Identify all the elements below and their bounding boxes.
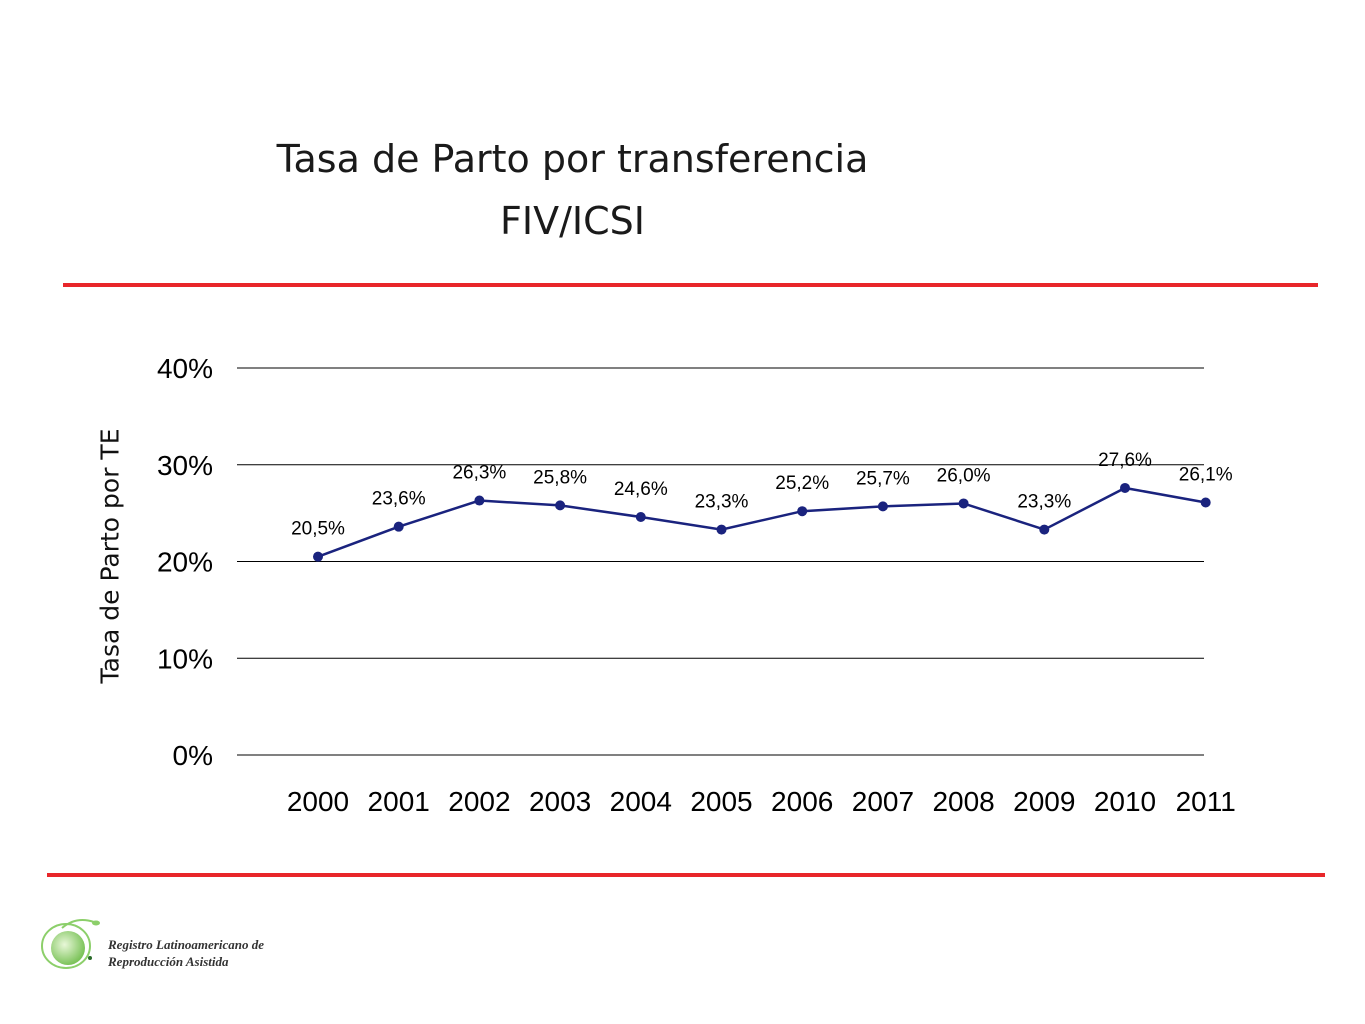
x-tick-label: 2010: [1094, 786, 1156, 817]
registry-logo: Registro Latinoamericano de Reproducción…: [36, 914, 316, 984]
title-line-2: FIV/ICSI: [500, 199, 645, 243]
top-red-rule: [63, 283, 1318, 287]
x-tick-label: 2006: [771, 786, 833, 817]
data-point: [555, 500, 566, 511]
title-line-1: Tasa de Parto por transferencia: [276, 137, 869, 181]
data-label: 27,6%: [1098, 450, 1152, 471]
data-label: 20,5%: [291, 519, 345, 540]
x-tick-label: 2008: [932, 786, 994, 817]
data-point: [716, 524, 727, 535]
data-label: 23,6%: [372, 489, 426, 510]
data-label: 25,8%: [533, 467, 587, 488]
slide-title: Tasa de Parto por transferencia FIV/ICSI: [200, 128, 945, 252]
y-tick-label: 40%: [157, 353, 213, 384]
logo-text: Registro Latinoamericano de Reproducción…: [108, 936, 264, 970]
y-axis-label: Tasa de Parto por TE: [95, 428, 125, 684]
data-point: [393, 521, 404, 532]
x-tick-label: 2003: [529, 786, 591, 817]
y-tick-label: 0%: [173, 740, 213, 771]
x-tick-label: 2002: [448, 786, 510, 817]
series-line: [317, 486, 1206, 558]
x-tick-label: 2005: [690, 786, 752, 817]
x-tick-label: 2009: [1013, 786, 1075, 817]
x-tick-label: 2004: [610, 786, 672, 817]
y-tick-label: 30%: [157, 450, 213, 481]
y-tick-label: 10%: [157, 643, 213, 674]
data-point: [474, 495, 485, 506]
data-label: 25,7%: [856, 468, 910, 489]
logo-line-1: Registro Latinoamericano de: [108, 937, 264, 952]
data-point: [1200, 497, 1211, 508]
bottom-red-rule: [47, 873, 1325, 877]
x-tick-label: 2001: [368, 786, 430, 817]
data-label: 26,0%: [937, 465, 991, 486]
data-label: 23,3%: [1017, 492, 1071, 513]
data-label: 25,2%: [775, 473, 829, 494]
data-label: 24,6%: [614, 479, 668, 500]
data-point: [797, 506, 808, 517]
data-label: 26,1%: [1179, 464, 1233, 485]
x-tick-label: 2011: [1176, 786, 1236, 817]
data-point: [1120, 482, 1130, 493]
data-point: [958, 498, 969, 509]
data-point: [313, 551, 323, 562]
data-label: 23,3%: [695, 492, 749, 513]
data-point: [877, 501, 888, 512]
data-point: [1039, 524, 1050, 535]
logo-globe-icon: [41, 919, 100, 969]
x-tick-label: 2000: [287, 786, 349, 817]
y-tick-label: 20%: [157, 547, 213, 578]
logo-line-2: Reproducción Asistida: [108, 954, 229, 969]
x-tick-label: 2007: [852, 786, 914, 817]
data-point: [635, 511, 646, 522]
data-label: 26,3%: [452, 463, 506, 484]
